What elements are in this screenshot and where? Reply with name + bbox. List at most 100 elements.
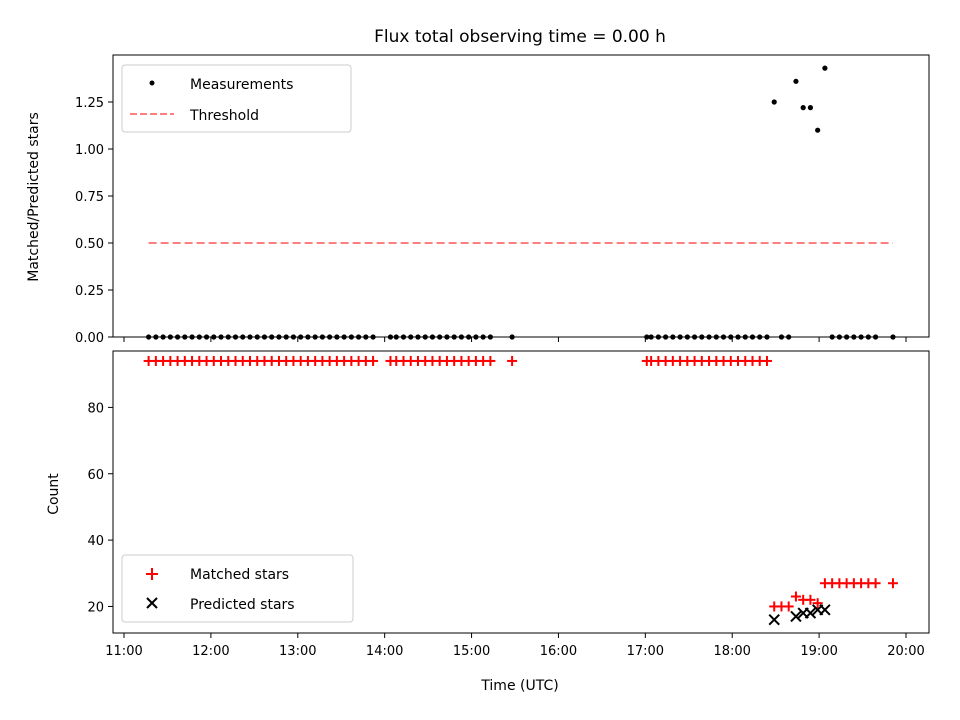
top-y-tick-label: 0.50 xyxy=(75,237,104,252)
measurement-point xyxy=(793,78,799,84)
predicted-stars-point xyxy=(790,610,802,623)
measurement-point xyxy=(742,334,748,340)
bottom-y-tick-label: 80 xyxy=(87,401,104,416)
bottom-y-tick-label: 60 xyxy=(87,468,104,483)
measurement-point xyxy=(677,334,683,340)
measurement-point xyxy=(305,334,311,340)
measurement-point xyxy=(509,334,515,340)
measurement-point xyxy=(189,334,195,340)
measurement-point xyxy=(865,334,871,340)
top-legend: Measurements Threshold xyxy=(121,64,352,133)
measurement-point xyxy=(655,334,661,340)
measurement-point xyxy=(829,334,835,340)
measurement-point xyxy=(203,334,210,340)
measurement-point xyxy=(240,334,246,340)
predicted-stars-point xyxy=(819,604,831,616)
measurement-point xyxy=(872,334,879,340)
legend-matched-label: Matched stars xyxy=(190,567,289,583)
measurement-point xyxy=(644,334,650,340)
measurement-point xyxy=(363,334,369,340)
measurement-point xyxy=(276,334,282,340)
measurement-point xyxy=(174,334,181,340)
measurement-point xyxy=(261,334,268,340)
top-y-tick-label: 0.75 xyxy=(75,190,104,205)
measurement-point xyxy=(890,334,896,340)
measurement-point xyxy=(196,334,202,340)
matched-stars-point xyxy=(507,355,518,366)
top-y-tick-label: 0.00 xyxy=(75,331,104,346)
x-axis-label: Time (UTC) xyxy=(480,678,558,694)
measurement-point xyxy=(771,99,777,105)
matched-stars-point xyxy=(812,598,823,609)
legend-matched-marker xyxy=(146,568,158,580)
measurement-point xyxy=(182,334,188,340)
measurement-point xyxy=(720,334,727,340)
measurement-point xyxy=(451,334,457,340)
measurement-point xyxy=(684,334,690,340)
bottom-axes-frame xyxy=(112,350,930,634)
bottom-plot-area: 20 40 60 80 11:00 12:00 13:00 14:00 15:00 16:00 17… xyxy=(87,350,930,659)
measurement-point xyxy=(232,334,239,340)
measurement-point xyxy=(400,334,407,340)
measurement-point xyxy=(370,334,376,340)
x-tick-label: 12:00 xyxy=(192,644,229,659)
x-tick-label: 17:00 xyxy=(627,644,664,659)
x-tick-label: 15:00 xyxy=(453,644,490,659)
measurement-point xyxy=(728,334,734,340)
measurement-point xyxy=(247,334,253,340)
measurement-point xyxy=(749,334,756,340)
matched-stars-point xyxy=(887,578,898,589)
measurement-point xyxy=(269,334,275,340)
measurement-point xyxy=(691,334,698,340)
x-tick-label: 16:00 xyxy=(540,644,577,659)
measurement-point xyxy=(167,334,173,340)
measurement-point xyxy=(290,334,297,340)
measurement-point xyxy=(348,334,354,340)
measurement-point xyxy=(211,334,217,340)
measurement-point xyxy=(735,334,741,340)
measurement-point xyxy=(713,334,719,340)
measurement-point xyxy=(393,334,399,340)
measurement-point xyxy=(844,334,850,340)
measurement-point xyxy=(254,334,260,340)
top-y-tick-label: 0.25 xyxy=(75,284,104,299)
measurement-point xyxy=(160,334,166,340)
measurement-point xyxy=(334,334,340,340)
bottom-y-tick-label: 40 xyxy=(87,534,104,549)
legend-predicted-marker xyxy=(146,597,158,609)
measurement-point xyxy=(778,334,785,340)
measurement-point xyxy=(298,334,304,340)
measurement-point xyxy=(429,334,436,340)
measurement-point xyxy=(699,334,705,340)
top-plot-area: 0.00 0.25 0.50 0.75 1.00 1.25 xyxy=(75,54,930,346)
x-tick-label: 14:00 xyxy=(366,644,403,659)
legend-measurements-marker xyxy=(149,80,155,86)
measurement-point xyxy=(415,334,421,340)
chart-title: Flux total observing time = 0.00 h xyxy=(374,27,666,47)
measurement-point xyxy=(786,334,792,340)
measurement-point xyxy=(466,334,472,340)
top-y-tick-label: 1.25 xyxy=(75,96,104,111)
matched-stars-point xyxy=(790,591,801,602)
bottom-y-tick-label: 20 xyxy=(87,600,104,615)
measurement-point xyxy=(800,105,806,111)
top-y-tick-label: 1.00 xyxy=(75,143,104,158)
top-y-axis-label: Matched/Predicted stars xyxy=(26,112,42,282)
measurement-point xyxy=(648,334,654,340)
measurement-point xyxy=(858,334,864,340)
measurement-point xyxy=(341,334,347,340)
x-tick-label: 18:00 xyxy=(713,644,750,659)
measurement-point xyxy=(356,334,362,340)
measurement-point xyxy=(815,127,821,133)
measurement-point xyxy=(319,334,325,340)
measurement-point xyxy=(851,334,857,340)
measurement-point xyxy=(807,105,814,111)
x-tick-label: 20:00 xyxy=(887,644,924,659)
measurement-point xyxy=(480,334,486,340)
measurement-point xyxy=(822,65,828,71)
measurement-point xyxy=(153,334,159,340)
measurement-point xyxy=(706,334,712,340)
measurement-point xyxy=(444,334,450,340)
predicted-stars-point xyxy=(804,607,817,619)
